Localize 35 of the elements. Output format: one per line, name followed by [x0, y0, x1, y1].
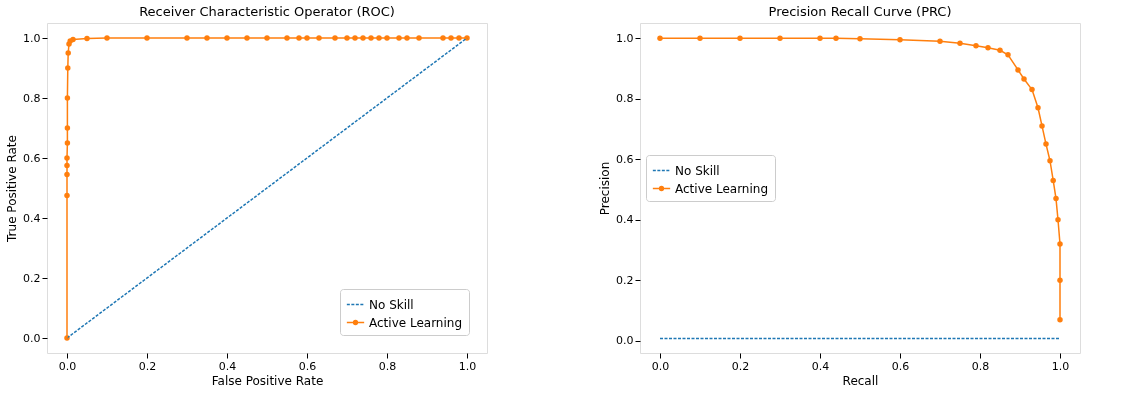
x-tick-label: 0.6: [891, 359, 910, 373]
legend-label: Active Learning: [369, 315, 463, 330]
y-tick-label: 0.4: [616, 213, 634, 227]
x-tick-label: 0.4: [218, 359, 237, 373]
legend-label: No Skill: [369, 297, 414, 312]
y-tick-label: 0.0: [23, 331, 41, 345]
y-tick-label: 0.2: [23, 271, 41, 285]
x-tick-label: 0.8: [378, 359, 397, 373]
y-tick-label: 0.8: [23, 91, 41, 105]
legend-label: No Skill: [675, 163, 720, 178]
line-series: [659, 37, 1061, 321]
x-tick-label: 0.8: [971, 359, 990, 373]
x-tick-label: 0.2: [731, 359, 750, 373]
x-axis-title: False Positive Rate: [211, 373, 324, 388]
y-tick-label: 1.0: [23, 31, 41, 45]
y-axis-title: Precision: [598, 161, 613, 216]
y-tick-label: 1.0: [616, 31, 634, 45]
y-tick-label: 0.6: [23, 151, 41, 165]
y-tick-label: 0.4: [23, 211, 41, 225]
x-axis-title: Recall: [842, 373, 879, 388]
y-tick-label: 0.6: [616, 152, 634, 166]
x-tick-label: 0.0: [58, 359, 77, 373]
x-tick-label: 0.6: [298, 359, 317, 373]
x-tick-label: 1.0: [1051, 359, 1070, 373]
x-tick-label: 0.0: [651, 359, 670, 373]
legend-label: Active Learning: [675, 181, 769, 196]
chart-title: Precision Recall Curve (PRC): [768, 4, 952, 19]
x-tick-label: 0.4: [811, 359, 830, 373]
y-tick-label: 0.0: [616, 334, 634, 348]
y-tick-label: 0.2: [616, 273, 634, 287]
chart-title: Receiver Characteristic Operator (ROC): [139, 4, 395, 19]
y-axis-title: True Positive Rate: [5, 135, 20, 243]
y-tick-label: 0.8: [616, 92, 634, 106]
x-tick-label: 0.2: [138, 359, 157, 373]
x-tick-label: 1.0: [458, 359, 477, 373]
